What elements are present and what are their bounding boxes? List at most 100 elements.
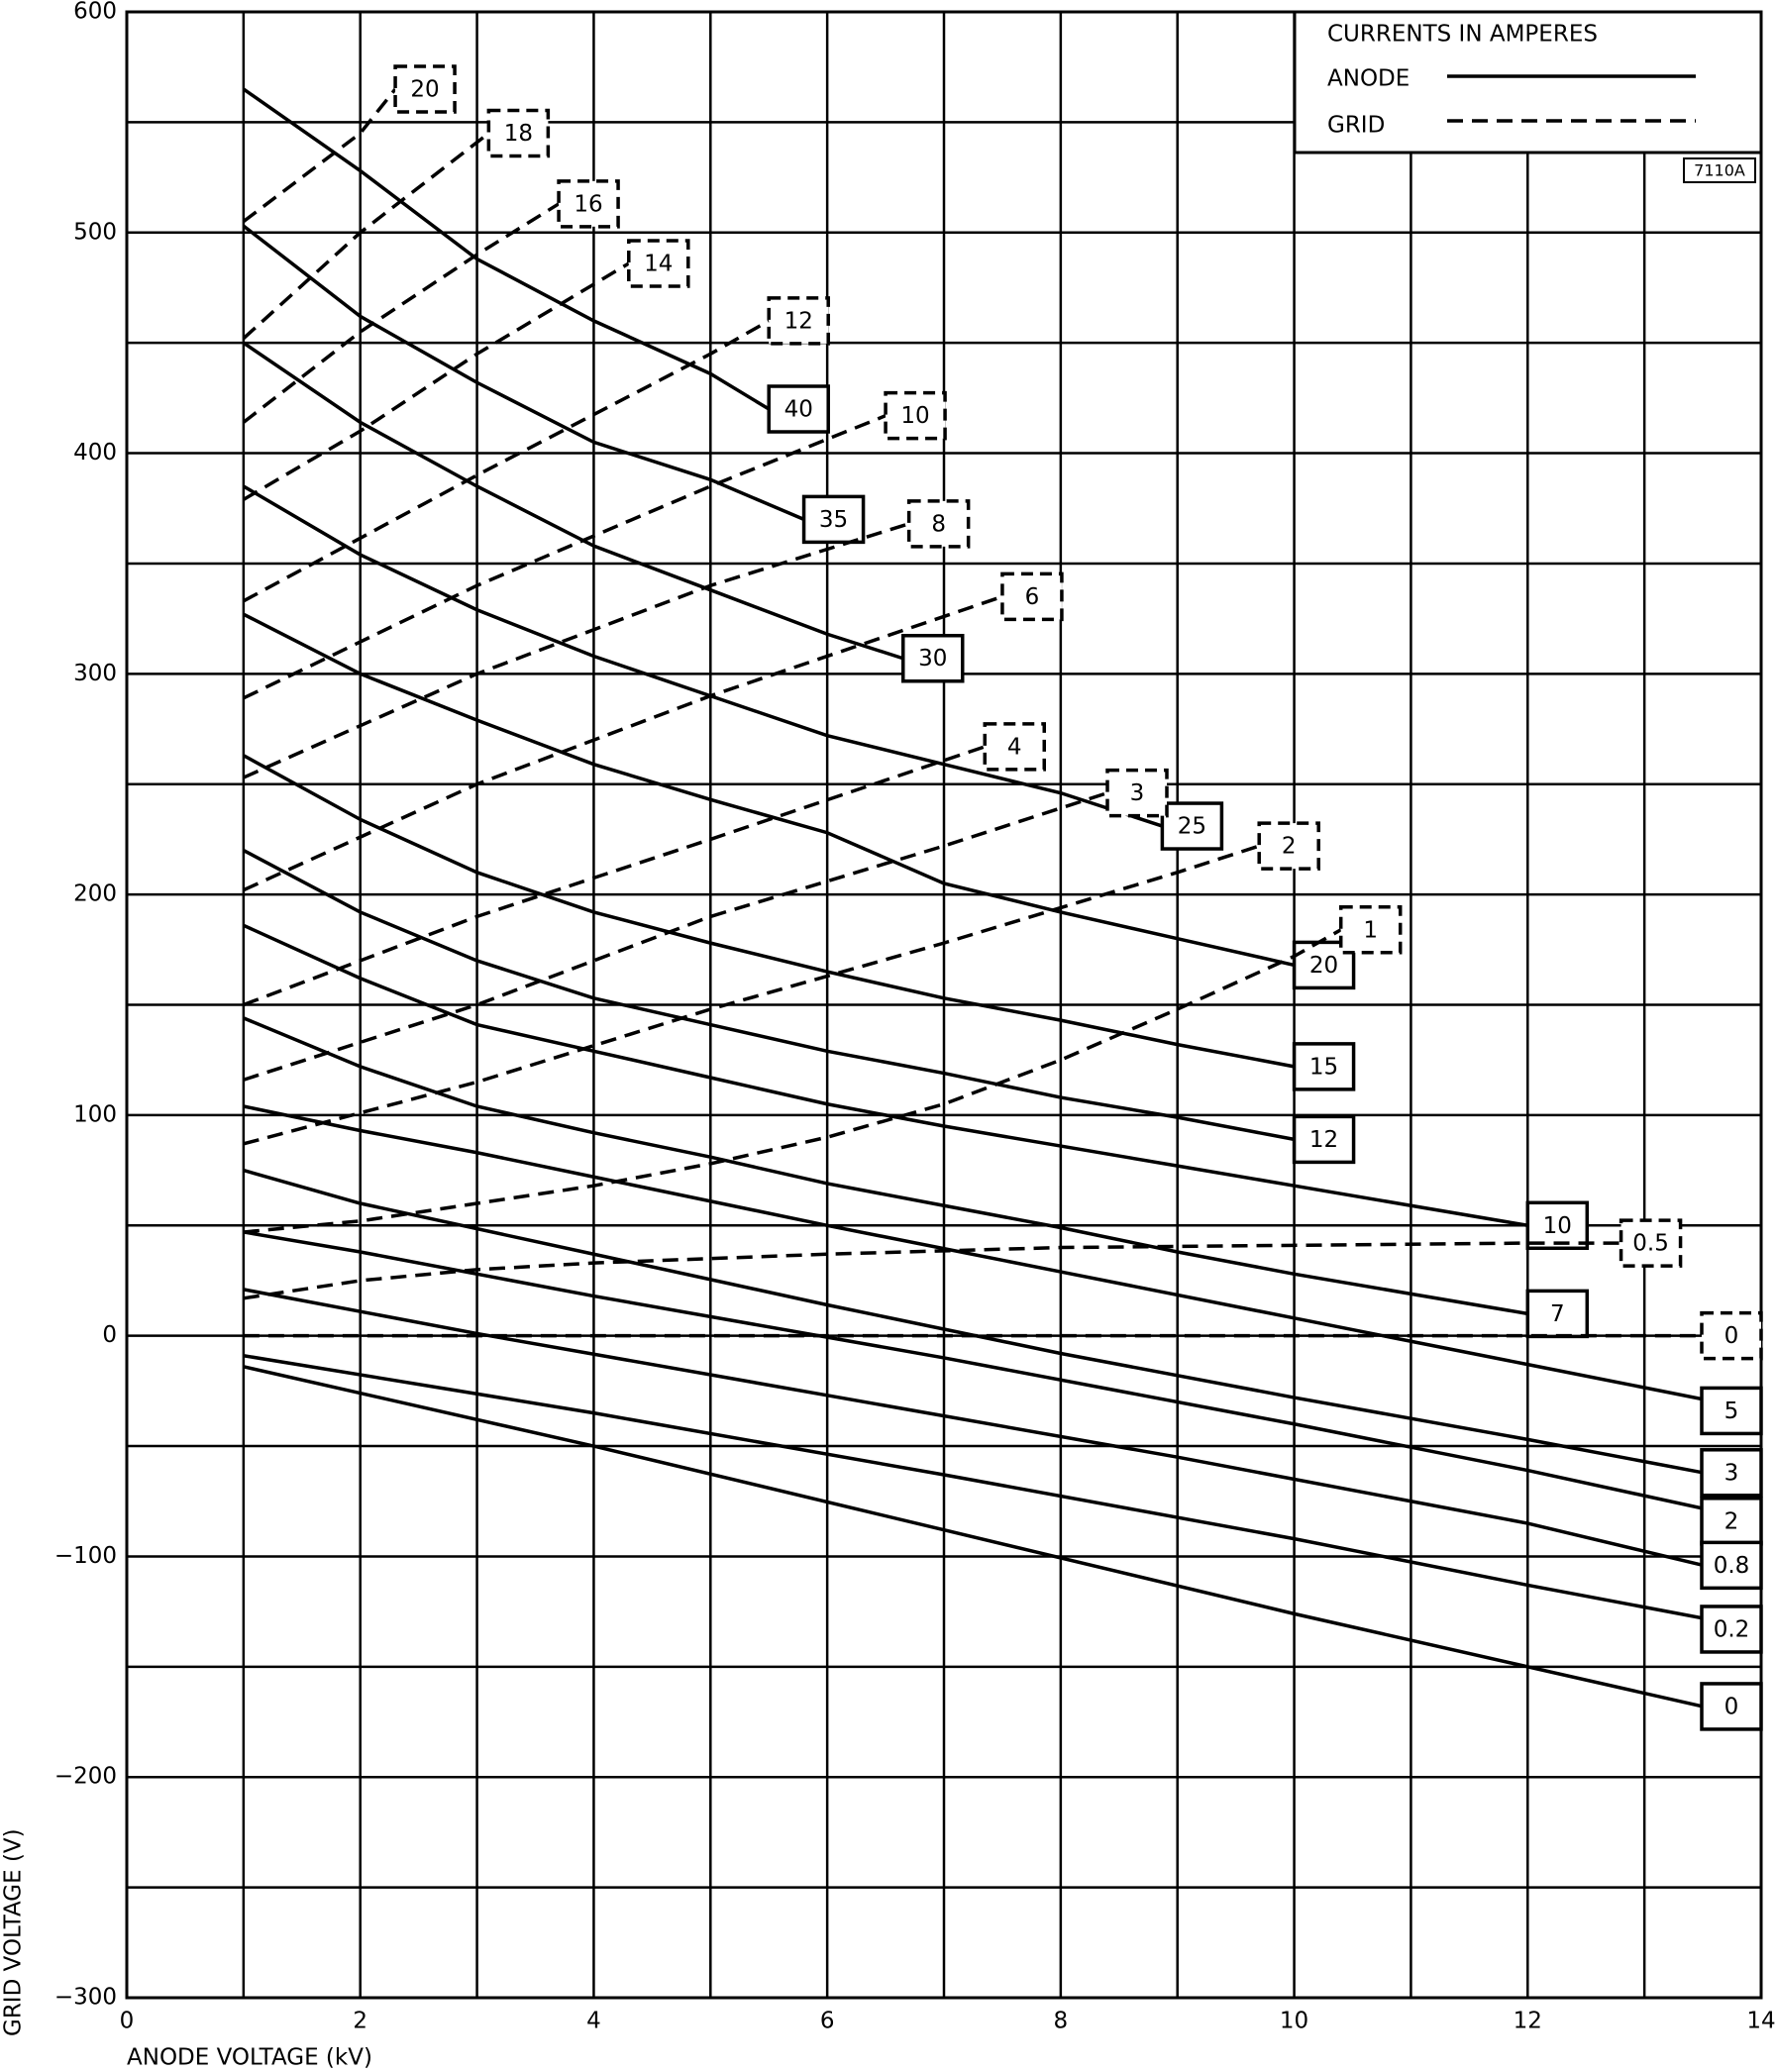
curve-label: 6	[1025, 584, 1040, 610]
curve-label-box	[1619, 1218, 1683, 1268]
curve-label: 3	[1130, 780, 1145, 806]
code-box	[1683, 157, 1756, 183]
x-axis-label: ANODE VOLTAGE (kV)	[127, 2045, 372, 2071]
curve-label-box	[1105, 768, 1169, 818]
x-tick-label: 14	[1746, 2009, 1775, 2034]
curve-label: 12	[784, 308, 813, 334]
grid-current-curve	[243, 1241, 1621, 1300]
curve-label: 20	[1309, 953, 1338, 979]
curve-label: 2	[1282, 834, 1297, 860]
curve-label: 4	[1007, 734, 1022, 760]
curve-label: 25	[1178, 814, 1206, 840]
curve-label: 0.5	[1632, 1231, 1669, 1257]
y-tick-label: 100	[73, 1101, 117, 1127]
anode-current-curve	[243, 1353, 1762, 1631]
curve-label: 7	[1550, 1301, 1565, 1327]
anode-current-curve	[243, 923, 1528, 1228]
curve-label: 8	[931, 511, 946, 537]
curve-label: 14	[644, 251, 673, 276]
anode-current-curve	[243, 1104, 1762, 1413]
grid-current-curve	[242, 202, 560, 424]
curve-label: 35	[819, 507, 848, 533]
curve-label-box	[801, 494, 866, 545]
grid-current-curve	[242, 261, 630, 501]
curve-label-box	[1292, 1042, 1356, 1091]
anode-current-curve	[243, 1230, 1762, 1523]
grid-current-curve	[243, 745, 986, 1007]
anode-current-curve	[242, 341, 904, 661]
anode-current-curve	[243, 1016, 1528, 1316]
curve-label: 0.2	[1714, 1616, 1750, 1642]
curve-label-box	[1525, 1200, 1590, 1251]
plot-frame	[125, 10, 1763, 2000]
grid-current-curve	[242, 132, 490, 341]
curve-label-box	[1700, 1310, 1763, 1361]
curve-label-box	[393, 64, 457, 114]
curve-label-box	[1292, 940, 1356, 990]
x-tick-label: 10	[1280, 2009, 1308, 2034]
legend-label: ANODE	[1327, 66, 1410, 92]
anode-current-curve	[242, 484, 1163, 828]
curve-label: 1	[1363, 917, 1378, 943]
legend-label: GRID	[1327, 113, 1385, 139]
grid-current-curve	[243, 844, 1260, 1146]
curve-label-box	[1700, 1448, 1763, 1498]
x-tick-label: 12	[1514, 2009, 1542, 2034]
curve-label-box	[1700, 1605, 1763, 1654]
curve-label-box	[1700, 1386, 1763, 1436]
anode-current-curve	[243, 1168, 1704, 1475]
curve-label-box	[906, 499, 971, 549]
x-tick-label: 6	[820, 2009, 835, 2034]
legend-title: CURRENTS IN AMPERES	[1327, 22, 1598, 48]
curve-label-box	[901, 633, 965, 683]
curve-label-box	[767, 384, 830, 434]
curve-label-box	[627, 239, 690, 288]
grid-current-curve	[243, 594, 1003, 892]
curve-label-box	[983, 722, 1046, 772]
x-tick-label: 8	[1054, 2009, 1069, 2034]
y-tick-label: 400	[73, 440, 117, 466]
y-tick-label: 600	[73, 0, 117, 25]
grid-current-curve	[243, 414, 887, 700]
curve-label: 0	[1724, 1694, 1739, 1719]
anode-current-curve	[242, 224, 805, 521]
y-tick-label: 300	[73, 661, 117, 686]
y-tick-label: 500	[73, 219, 117, 245]
curve-label: 0	[1724, 1323, 1739, 1349]
y-tick-label: 0	[102, 1322, 117, 1348]
anode-current-curve	[243, 1365, 1704, 1709]
curve-label: 0.8	[1714, 1553, 1750, 1579]
curve-label-box	[1700, 1497, 1763, 1546]
curve-label: 5	[1724, 1399, 1739, 1424]
anode-current-curve	[242, 87, 771, 411]
curve-label: 18	[504, 121, 533, 147]
anode-current-curve	[243, 754, 1295, 1069]
x-tick-label: 4	[586, 2009, 601, 2034]
legend-box	[1293, 10, 1763, 155]
anode-current-curve	[243, 1288, 1704, 1568]
grid-current-curve	[243, 790, 1108, 1082]
y-tick-label: −200	[54, 1764, 117, 1790]
curve-label: 10	[900, 403, 929, 429]
y-tick-label: −100	[54, 1543, 117, 1569]
curve-label-box	[486, 108, 551, 158]
code-label: 7110A	[1694, 161, 1745, 180]
x-tick-label: 2	[353, 2009, 367, 2034]
curve-label-box	[1338, 905, 1403, 955]
curve-label-box	[1292, 1114, 1356, 1165]
anode-current-curve	[243, 612, 1295, 968]
curve-label: 10	[1543, 1213, 1572, 1239]
x-tick-label: 0	[120, 2009, 135, 2034]
curve-label: 15	[1309, 1054, 1338, 1080]
curve-label: 40	[784, 397, 813, 423]
y-tick-label: −300	[54, 1985, 117, 2011]
y-axis-label: GRID VOLTAGE (V)	[1, 1828, 27, 2036]
curve-label-box	[1257, 821, 1320, 871]
grid-current-curve	[243, 319, 771, 603]
curve-label-box	[557, 179, 620, 229]
grid-current-curve	[243, 522, 910, 779]
curve-label-box	[1700, 1682, 1763, 1731]
y-tick-label: 200	[73, 881, 117, 907]
curve-label: 12	[1309, 1127, 1338, 1153]
